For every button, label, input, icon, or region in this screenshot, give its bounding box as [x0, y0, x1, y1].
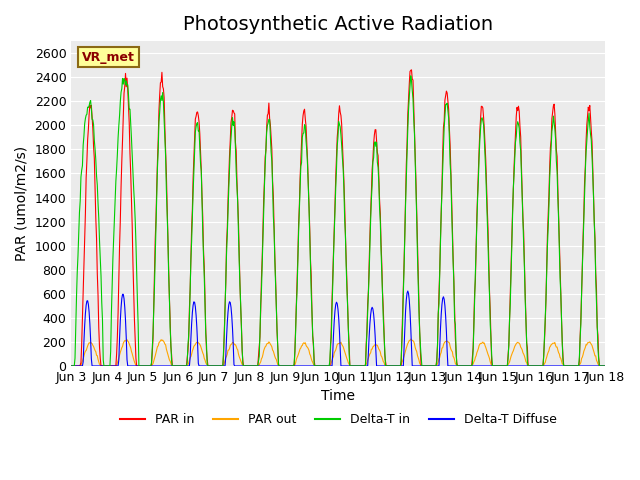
Legend: PAR in, PAR out, Delta-T in, Delta-T Diffuse: PAR in, PAR out, Delta-T in, Delta-T Dif… [115, 408, 562, 431]
Y-axis label: PAR (umol/m2/s): PAR (umol/m2/s) [15, 146, 29, 261]
X-axis label: Time: Time [321, 389, 355, 403]
Text: VR_met: VR_met [82, 50, 135, 64]
Title: Photosynthetic Active Radiation: Photosynthetic Active Radiation [183, 15, 493, 34]
